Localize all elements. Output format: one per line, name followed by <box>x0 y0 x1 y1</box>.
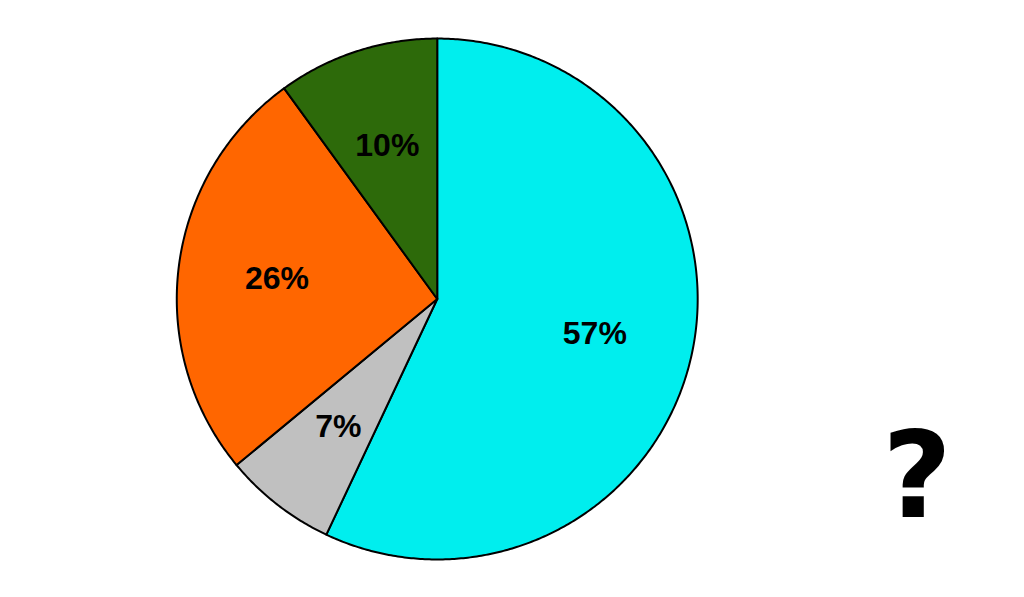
svg-text:57%: 57% <box>563 315 627 351</box>
svg-text:?: ? <box>882 406 952 545</box>
svg-text:7%: 7% <box>315 408 361 444</box>
svg-text:26%: 26% <box>245 260 309 296</box>
svg-text:10%: 10% <box>355 127 419 163</box>
